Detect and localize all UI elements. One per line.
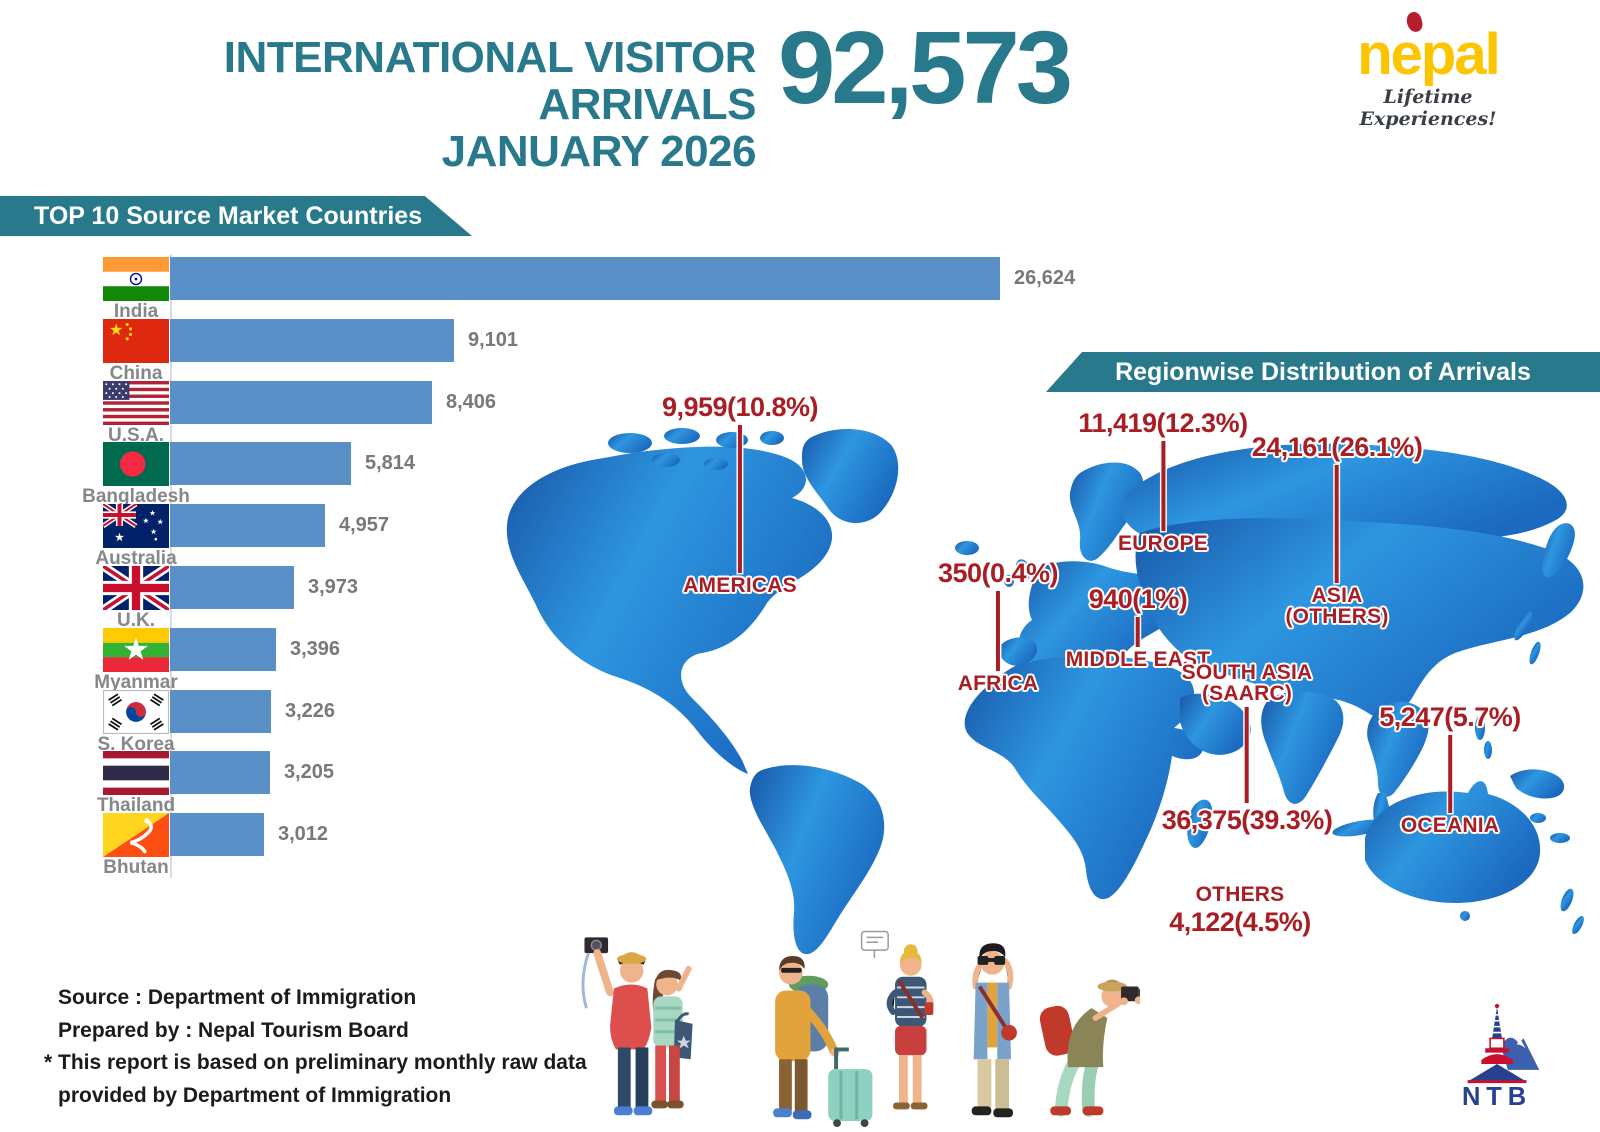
country-label: Thailand: [96, 795, 176, 816]
flag-bhutan-icon: [103, 813, 169, 857]
regionwise-banner-label: Regionwise Distribution of Arrivals: [1115, 358, 1531, 386]
total-arrivals: 92,573: [778, 10, 1073, 125]
footer-source: Source : Department of Immigration: [58, 986, 417, 1009]
country-label: Bangladesh: [82, 486, 190, 507]
region-value: 350(0.4%): [937, 558, 1059, 588]
region-connector-line: [1135, 617, 1140, 647]
country-bar: [170, 690, 271, 733]
region-connector-line: [1335, 465, 1339, 583]
region-callout-asia-others: 24,161(26.1%) ASIA (OTHERS): [1252, 432, 1423, 628]
region-label: MIDDLE EAST: [1065, 648, 1211, 671]
tourist-with-binoculars: [971, 943, 1017, 1118]
tourists-illustration: [581, 930, 1140, 1128]
page-title: INTERNATIONAL VISITOR ARRIVALS JANUARY 2…: [40, 33, 757, 177]
flag-australia-icon: [103, 504, 169, 548]
selfie-couple: [581, 937, 693, 1116]
country-label: India: [113, 301, 159, 322]
region-value: 24,161(26.1%): [1251, 432, 1423, 462]
region-label: ASIA (OTHERS): [1285, 584, 1389, 629]
region-callout-middle-east: 940(1%) MIDDLE EAST: [1066, 584, 1211, 670]
backpacker: [773, 956, 873, 1128]
region-value: 11,419(12.3%): [1078, 408, 1248, 438]
country-value: 4,957: [339, 514, 390, 536]
nepal-logo: nepal Lifetime Experiences!: [1318, 10, 1538, 130]
country-label: S. Korea: [97, 734, 175, 755]
country-label: Australia: [95, 548, 177, 569]
nepal-logo-tagline: Lifetime Experiences!: [1359, 86, 1497, 130]
country-bar: [170, 628, 276, 671]
country-bar: [170, 813, 264, 856]
country-bar: [170, 566, 294, 609]
region-callout-oceania: 5,247(5.7%) OCEANIA: [1379, 702, 1521, 836]
region-connector-line: [1160, 441, 1165, 531]
top10-banner: TOP 10 Source Market Countries: [0, 196, 472, 236]
region-callout-europe: 11,419(12.3%) EUROPE: [1078, 408, 1248, 555]
page-title-line1: INTERNATIONAL VISITOR ARRIVALS: [223, 33, 757, 130]
flag-myanmar-icon: [103, 628, 169, 672]
region-connector-line: [1448, 735, 1452, 813]
country-value: 3,396: [290, 638, 341, 660]
footer-prepared-by: Prepared by : Nepal Tourism Board: [58, 1018, 409, 1042]
country-value: 26,624: [1014, 267, 1076, 289]
region-label: AMERICAS: [683, 574, 797, 597]
page-title-line2: JANUARY 2026: [441, 127, 757, 177]
flag-usa-icon: [103, 381, 169, 425]
region-label: OCEANIA: [1400, 814, 1500, 837]
country-label: Myanmar: [94, 672, 178, 693]
region-value: 9,959(10.8%): [661, 392, 819, 422]
continents: [506, 428, 1584, 955]
flag-uk-icon: [103, 566, 169, 610]
region-value: 4,122(4.5%): [1169, 907, 1311, 938]
country-value: 3,226: [285, 700, 336, 722]
region-callout-americas: 9,959(10.8%) AMERICAS: [661, 392, 819, 597]
country-bar: [170, 504, 325, 547]
region-value: 940(1%): [1088, 584, 1188, 614]
country-value: 3,205: [284, 761, 335, 783]
country-value: 9,101: [468, 329, 519, 351]
country-bar: [170, 751, 270, 794]
country-value: 8,406: [446, 391, 497, 413]
flag-china-icon: [103, 319, 169, 363]
country-label: Bhutan: [103, 857, 169, 878]
ntb-logo-text: NTB: [1462, 1083, 1532, 1111]
region-connector-line: [995, 591, 1000, 671]
world-map: [506, 428, 1584, 955]
footer-note-line1: * This report is based on preliminary mo…: [44, 1051, 587, 1075]
country-label: China: [109, 363, 163, 384]
flag-india-icon: [103, 257, 169, 301]
flag-thailand-icon: [103, 751, 169, 795]
flag-skorea-icon: [103, 690, 169, 734]
region-callout-others: OTHERS 4,122(4.5%): [1169, 884, 1311, 938]
region-connector-line: [1245, 706, 1249, 803]
flag-bangladesh-icon: [103, 442, 169, 486]
tourist-with-phone: [860, 930, 934, 1110]
nepal-logo-wordmark: nepal: [1357, 10, 1501, 84]
region-value: 5,247(5.7%): [1379, 702, 1521, 732]
country-value: 3,012: [278, 823, 329, 845]
country-bar: [170, 319, 454, 362]
region-label: AFRICA: [957, 672, 1039, 695]
country-bar: [170, 381, 432, 424]
region-label: EUROPE: [1118, 532, 1208, 555]
country-bar: [170, 442, 351, 485]
footer-note-line2: provided by Department of Immigration: [58, 1083, 452, 1107]
region-label: SOUTH ASIA (SAARC): [1181, 661, 1313, 706]
regionwise-banner: Regionwise Distribution of Arrivals: [1046, 352, 1600, 392]
region-label: OTHERS: [1195, 883, 1285, 906]
region-value: 36,375(39.3%): [1161, 804, 1333, 835]
country-label: U.S.A.: [108, 425, 164, 446]
footer-notes: Source : Department of Immigration Prepa…: [44, 982, 587, 1112]
country-label: U.K.: [117, 610, 155, 631]
photographer: [1039, 979, 1140, 1117]
country-bar: [170, 257, 1000, 300]
ntb-logo: NTB: [1444, 1000, 1552, 1122]
region-callout-south-asia: SOUTH ASIA (SAARC) 36,375(39.3%): [1162, 662, 1333, 836]
top10-banner-label: TOP 10 Source Market Countries: [34, 202, 423, 230]
country-value: 5,814: [365, 452, 416, 474]
region-connector-line: [737, 425, 742, 573]
country-value: 3,973: [308, 576, 359, 598]
region-callout-africa: 350(0.4%) AFRICA: [937, 558, 1059, 695]
